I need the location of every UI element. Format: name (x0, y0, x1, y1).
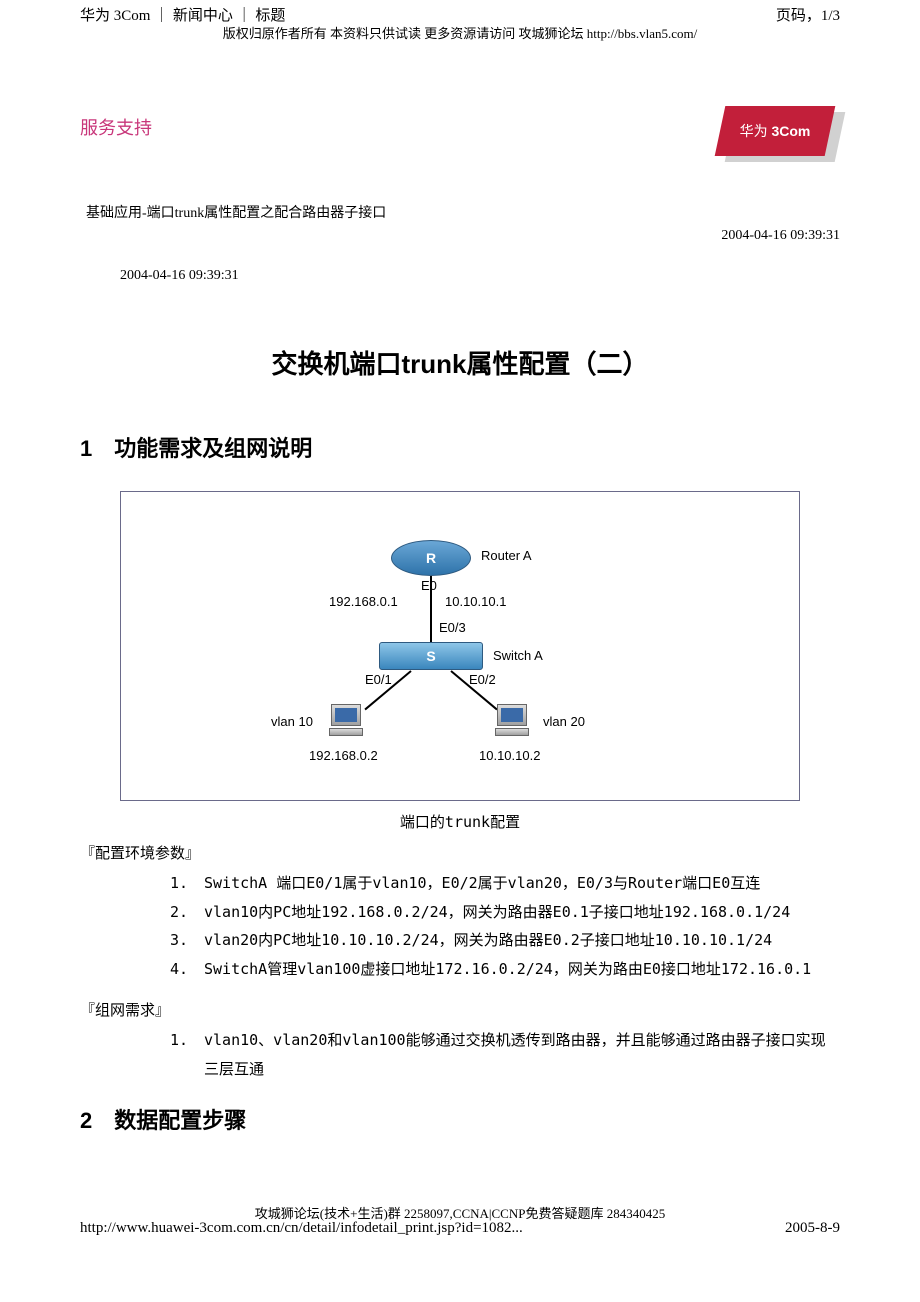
service-row: 服务支持 华为 3Com (80, 106, 840, 162)
list-item-text: SwitchA 端口E0/1属于vlan10，E0/2属于vlan20，E0/3… (204, 869, 840, 898)
list-item-number: 3. (170, 926, 204, 955)
page-footer: 攻城狮论坛(技术+生活)群 2258097,CCNA|CCNP免费答疑题库 28… (0, 1203, 920, 1247)
vlan-right: vlan 20 (543, 714, 585, 729)
list-item-text: vlan20内PC地址10.10.10.2/24，网关为路由器E0.2子接口地址… (204, 926, 840, 955)
list-item-text: vlan10、vlan20和vlan100能够通过交换机透传到路由器，并且能够通… (204, 1026, 840, 1083)
section-1-heading: 1 功能需求及组网说明 (80, 431, 840, 463)
section-1-num: 1 (80, 436, 92, 462)
list-item-text: SwitchA管理vlan100虚接口地址172.16.0.2/24，网关为路由… (204, 955, 840, 984)
list-item-text: vlan10内PC地址192.168.0.2/24，网关为路由器E0.1子接口地… (204, 898, 840, 927)
timestamp-right: 2004-04-16 09:39:31 (80, 228, 840, 244)
list-item-number: 2. (170, 898, 204, 927)
vlan-left: vlan 10 (271, 714, 313, 729)
section-2-heading: 2 数据配置步骤 (80, 1103, 840, 1135)
article-breadcrumb: 基础应用-端口trunk属性配置之配合路由器子接口 (80, 202, 840, 222)
network-req-list: 1.vlan10、vlan20和vlan100能够通过交换机透传到路由器，并且能… (80, 1026, 840, 1083)
router-icon: R (391, 540, 471, 576)
diagram-caption: 端口的trunk配置 (80, 811, 840, 832)
switch-letter: S (426, 648, 435, 664)
top-header: 华为 3Com ｜ 新闻中心 ｜ 标题 页码，1/3 (0, 0, 920, 25)
env-params-label: 『配置环境参数』 (80, 842, 840, 863)
footer-url: http://www.huawei-3com.com.cn/cn/detail/… (80, 1220, 523, 1237)
list-item: 3.vlan20内PC地址10.10.10.2/24，网关为路由器E0.2子接口… (170, 926, 840, 955)
switch-icon: S (379, 642, 483, 670)
list-item: 2.vlan10内PC地址192.168.0.2/24，网关为路由器E0.1子接… (170, 898, 840, 927)
pc-right-icon (497, 704, 531, 738)
timestamp-left: 2004-04-16 09:39:31 (80, 268, 840, 284)
section-1-title: 功能需求及组网说明 (114, 431, 312, 463)
network-req-label: 『组网需求』 (80, 999, 840, 1020)
link-router-switch (430, 576, 432, 642)
port-left: E0/1 (365, 672, 392, 687)
logo-text-cn: 华为 (740, 121, 768, 141)
footer-url-row: http://www.huawei-3com.com.cn/cn/detail/… (80, 1220, 840, 1237)
list-item: 1.vlan10、vlan20和vlan100能够通过交换机透传到路由器，并且能… (170, 1026, 840, 1083)
brand-logo: 华为 3Com (720, 106, 840, 162)
section-2-title: 数据配置步骤 (114, 1103, 246, 1135)
list-item-number: 1. (170, 1026, 204, 1083)
router-name: Router A (481, 548, 532, 563)
list-item-number: 4. (170, 955, 204, 984)
switch-name: Switch A (493, 648, 543, 663)
ip-right-bottom: 10.10.10.2 (479, 748, 540, 763)
copyright-line: 版权归原作者所有 本资料只供试读 更多资源请访问 攻城狮论坛 http://bb… (0, 23, 920, 46)
router-letter: R (426, 550, 436, 566)
ip-right-top: 10.10.10.1 (445, 594, 506, 609)
logo-text-en: 3Com (771, 123, 810, 139)
router-port: E0 (421, 578, 437, 593)
port-right: E0/2 (469, 672, 496, 687)
pc-left-icon (331, 704, 365, 738)
content-area: 服务支持 华为 3Com 基础应用-端口trunk属性配置之配合路由器子接口 2… (0, 46, 920, 1203)
ip-left-top: 192.168.0.1 (329, 594, 398, 609)
ip-left-bottom: 192.168.0.2 (309, 748, 378, 763)
header-breadcrumb: 华为 3Com ｜ 新闻中心 ｜ 标题 (80, 4, 285, 25)
page-root: 华为 3Com ｜ 新闻中心 ｜ 标题 页码，1/3 版权归原作者所有 本资料只… (0, 0, 920, 1247)
article-title: 交换机端口trunk属性配置（二） (80, 344, 840, 381)
list-item: 4.SwitchA管理vlan100虚接口地址172.16.0.2/24，网关为… (170, 955, 840, 984)
logo-text: 华为 3Com (720, 106, 830, 156)
service-support-label: 服务支持 (80, 106, 152, 140)
list-item: 1.SwitchA 端口E0/1属于vlan10，E0/2属于vlan20，E0… (170, 869, 840, 898)
footer-date: 2005-8-9 (785, 1220, 840, 1237)
page-indicator: 页码，1/3 (776, 4, 840, 25)
list-item-number: 1. (170, 869, 204, 898)
link-top-label: E0/3 (439, 620, 466, 635)
section-2-num: 2 (80, 1108, 92, 1134)
network-diagram: R Router A E0 192.168.0.1 10.10.10.1 E0/… (120, 491, 800, 801)
env-params-list: 1.SwitchA 端口E0/1属于vlan10，E0/2属于vlan20，E0… (80, 869, 840, 983)
